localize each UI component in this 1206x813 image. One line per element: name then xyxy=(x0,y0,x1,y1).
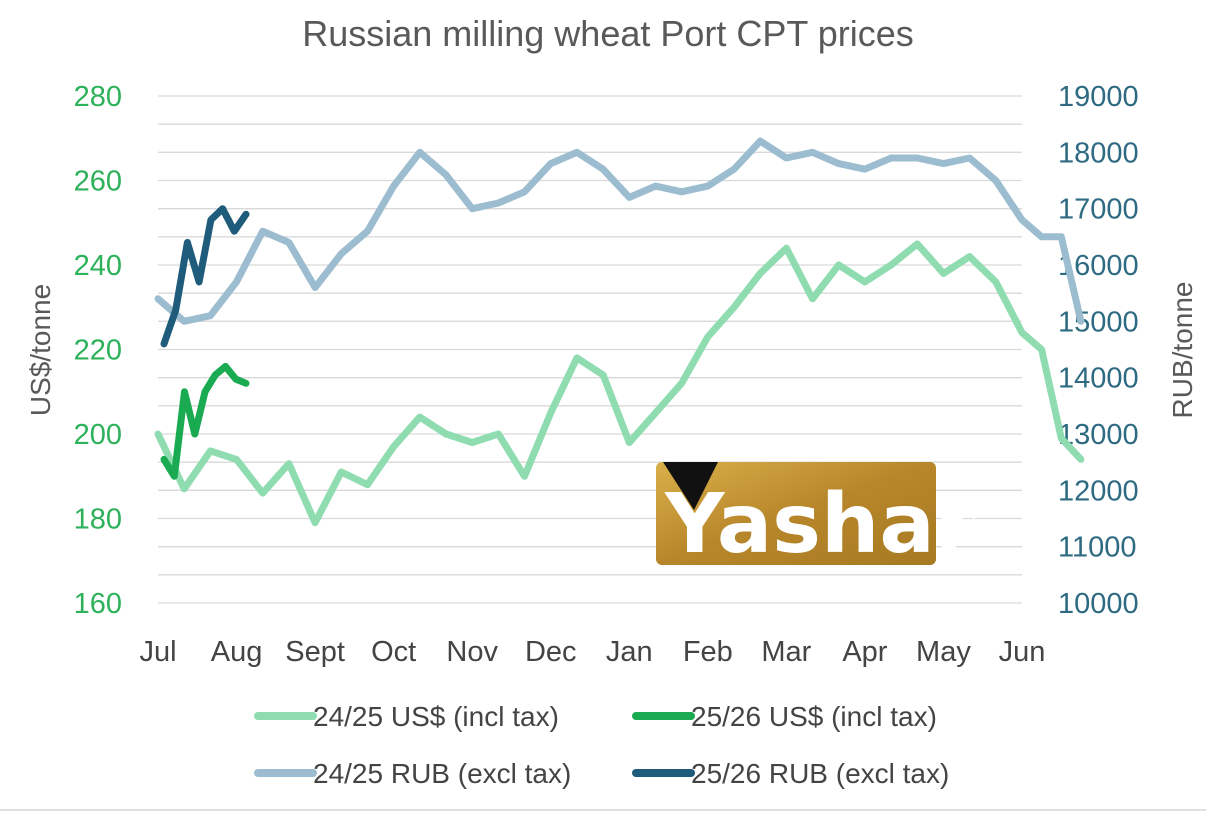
x-tick-label: Aug xyxy=(211,636,263,668)
series-line xyxy=(160,205,250,348)
x-tick-label: Apr xyxy=(842,636,887,668)
x-tick-label: May xyxy=(916,636,971,668)
x-tick-label: Feb xyxy=(683,636,733,668)
x-tick-label: Sept xyxy=(285,636,345,668)
right-tick-label: 19000 xyxy=(1058,81,1139,113)
left-axis-label: US$/tonne xyxy=(25,284,56,416)
legend-label: 25/26 RUB (excl tax) xyxy=(691,758,949,789)
x-tick-label: Jan xyxy=(606,636,653,668)
left-axis-ticks: 160 180 200 220 240 260 280 xyxy=(74,81,122,620)
left-tick-label: 280 xyxy=(74,81,122,113)
logo-text: Yashar xyxy=(664,477,976,572)
series-line xyxy=(154,137,1085,325)
right-axis-ticks: 1000011000120001300014000150001600017000… xyxy=(1058,81,1139,620)
right-tick-label: 11000 xyxy=(1058,532,1137,564)
legend-label: 24/25 RUB (excl tax) xyxy=(313,758,571,789)
chart-title: Russian milling wheat Port CPT prices xyxy=(302,13,914,54)
series-line xyxy=(154,240,1085,527)
left-tick-label: 260 xyxy=(74,166,122,198)
left-tick-label: 200 xyxy=(74,419,122,451)
x-tick-label: Dec xyxy=(525,636,577,668)
left-tick-label: 180 xyxy=(74,504,122,536)
right-tick-label: 15000 xyxy=(1058,306,1139,338)
x-tick-label: Mar xyxy=(761,636,811,668)
legend: 24/25 US$ (incl tax) 25/26 US$ (incl tax)… xyxy=(254,701,949,789)
x-tick-label: Jun xyxy=(999,636,1046,668)
right-tick-label: 14000 xyxy=(1058,363,1139,395)
x-tick-label: Oct xyxy=(371,636,416,668)
left-tick-label: 220 xyxy=(74,335,122,367)
logo-background xyxy=(656,462,936,565)
legend-label: 25/26 US$ (incl tax) xyxy=(691,701,937,732)
right-tick-label: 12000 xyxy=(1058,475,1139,507)
left-tick-label: 160 xyxy=(74,588,122,620)
legend-label: 24/25 US$ (incl tax) xyxy=(313,701,559,732)
left-tick-label: 240 xyxy=(74,250,122,282)
x-tick-label: Nov xyxy=(446,636,498,668)
x-tick-label: Jul xyxy=(139,636,176,668)
x-axis-ticks: Jul Aug Sept Oct Nov Dec Jan Feb Mar Apr May Jun xyxy=(139,636,1045,668)
right-tick-label: 17000 xyxy=(1058,194,1139,226)
series-line xyxy=(160,362,250,480)
right-tick-label: 18000 xyxy=(1058,137,1139,169)
logo-triangle-icon xyxy=(663,462,718,510)
yashar-logo: Yashar xyxy=(656,462,976,572)
right-tick-label: 10000 xyxy=(1058,588,1139,620)
right-axis-label: RUB/tonne xyxy=(1167,282,1198,419)
series-lines xyxy=(154,137,1085,527)
